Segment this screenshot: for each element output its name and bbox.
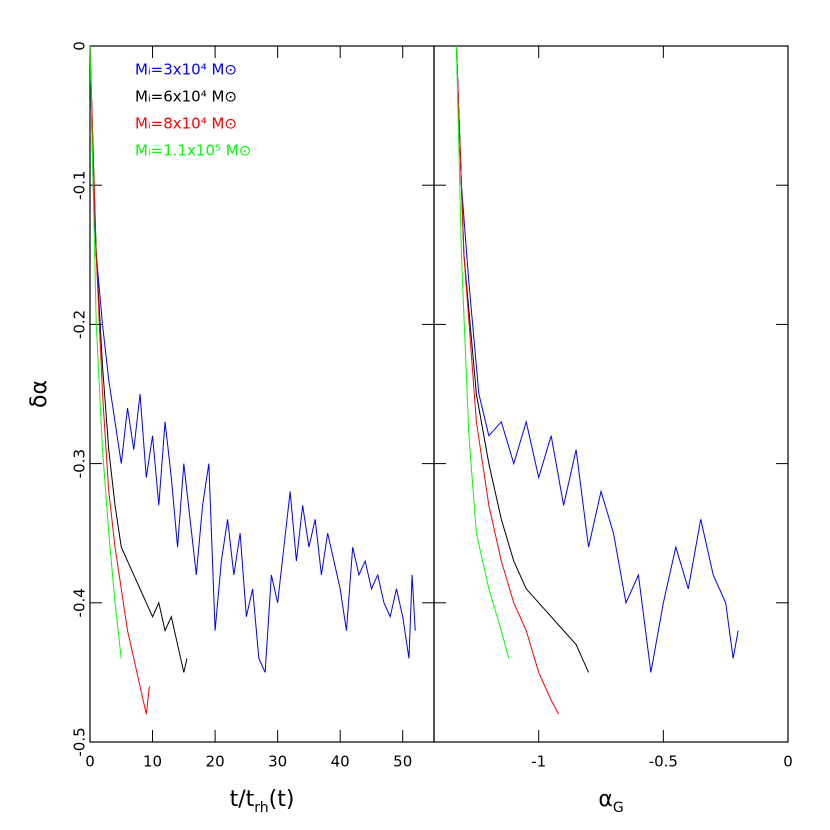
x-tick-label: 0 — [85, 753, 95, 771]
x-axis-label-part: t/t — [230, 787, 255, 812]
x-tick-label: 10 — [143, 753, 162, 771]
legend-entry: Mᵢ=1.1x10⁵ M⊙ — [135, 142, 251, 160]
series-line — [89, 45, 122, 659]
x-tick-label: 50 — [393, 753, 412, 771]
series-line — [455, 45, 510, 659]
y-tick-label: -0.5 — [71, 727, 89, 756]
series-line — [455, 45, 739, 673]
x-tick-label: -1 — [531, 753, 546, 771]
y-tick-label: 0 — [71, 41, 89, 51]
series-line — [89, 45, 188, 673]
legend-entry: Mᵢ=6x10⁴ M⊙ — [135, 88, 237, 106]
y-tick-label: -0.3 — [71, 449, 89, 478]
x-axis-label: t/trh(t) — [230, 787, 295, 816]
y-tick-label: -0.4 — [71, 588, 89, 617]
y-axis-label: δα — [27, 380, 52, 408]
x-axis-label-part: α — [598, 787, 613, 812]
legend-entry: Mᵢ=8x10⁴ M⊙ — [135, 115, 237, 133]
x-tick-label: -0.5 — [649, 753, 678, 771]
series-line — [455, 45, 590, 673]
x-tick-label: 0 — [783, 753, 793, 771]
series-line — [89, 45, 150, 715]
series-line — [89, 45, 416, 673]
x-axis-label-part: (t) — [269, 787, 295, 812]
legend-entry: Mᵢ=3x10⁴ M⊙ — [135, 61, 237, 79]
x-tick-label: 30 — [268, 753, 287, 771]
x-axis-label-part: rh — [254, 800, 268, 816]
y-tick-label: -0.2 — [71, 310, 89, 339]
x-tick-label: 20 — [206, 753, 225, 771]
x-axis-label-part: G — [613, 800, 624, 816]
x-axis-label: αG — [598, 787, 623, 816]
x-tick-label: 40 — [331, 753, 350, 771]
plot-frame — [433, 45, 789, 743]
y-tick-label: -0.1 — [71, 171, 89, 200]
series-line — [455, 45, 560, 715]
